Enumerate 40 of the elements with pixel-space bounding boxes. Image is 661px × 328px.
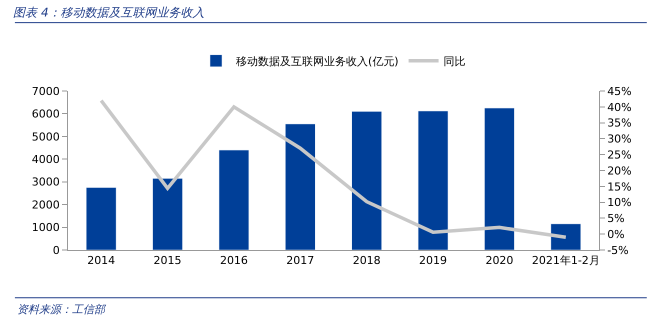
y2-tick-label: 45% (607, 84, 632, 98)
y2-tick-label: 5% (607, 212, 625, 226)
y2-tick-label: 25% (607, 148, 632, 162)
y2-tick-label: 20% (607, 164, 632, 178)
x-tick-label: 2017 (286, 254, 314, 268)
x-tick-label: 2016 (220, 254, 248, 268)
y-tick-label: 7000 (32, 84, 60, 98)
y2-tick-label: 15% (607, 180, 632, 194)
y-tick-label: 2000 (32, 198, 60, 212)
y-tick-label: 6000 (32, 108, 60, 121)
y2-tick-label: -5% (607, 244, 629, 257)
y-tick-label: 4000 (32, 152, 60, 166)
y-tick-label: 0 (52, 244, 60, 257)
x-tick-label: 2020 (485, 254, 514, 268)
chart-title: 图表 4：移动数据及互联网业务收入 (13, 6, 205, 20)
bar (285, 124, 316, 250)
y2-tick-label: 10% (607, 196, 632, 210)
y2-tick-label: 30% (607, 132, 632, 146)
x-tick-label: 2019 (419, 254, 448, 268)
bar (152, 178, 183, 250)
legend-label: 同比 (444, 55, 466, 68)
bar (484, 108, 515, 250)
y2-tick-label: 35% (607, 116, 632, 130)
line-series (99, 98, 568, 240)
bar (418, 110, 448, 250)
legend-label: 移动数据及互联网业务收入(亿元) (236, 55, 399, 68)
bar (86, 187, 116, 250)
y2-tick-label: 0% (607, 228, 625, 241)
x-tick-label: 2021年1-2月 (532, 254, 600, 268)
x-tick-label: 2015 (154, 254, 182, 268)
bar (550, 224, 581, 250)
y-tick-label: 3000 (32, 176, 60, 189)
x-tick-label: 2018 (352, 254, 381, 268)
y-tick-label: 5000 (32, 130, 60, 144)
bar (218, 150, 250, 250)
x-tick-label: 2014 (87, 254, 116, 268)
y-tick-label: 1000 (32, 221, 60, 234)
y2-tick-label: 40% (607, 100, 632, 114)
text: 资料来源：工信部 (17, 303, 107, 316)
bar (352, 111, 382, 250)
